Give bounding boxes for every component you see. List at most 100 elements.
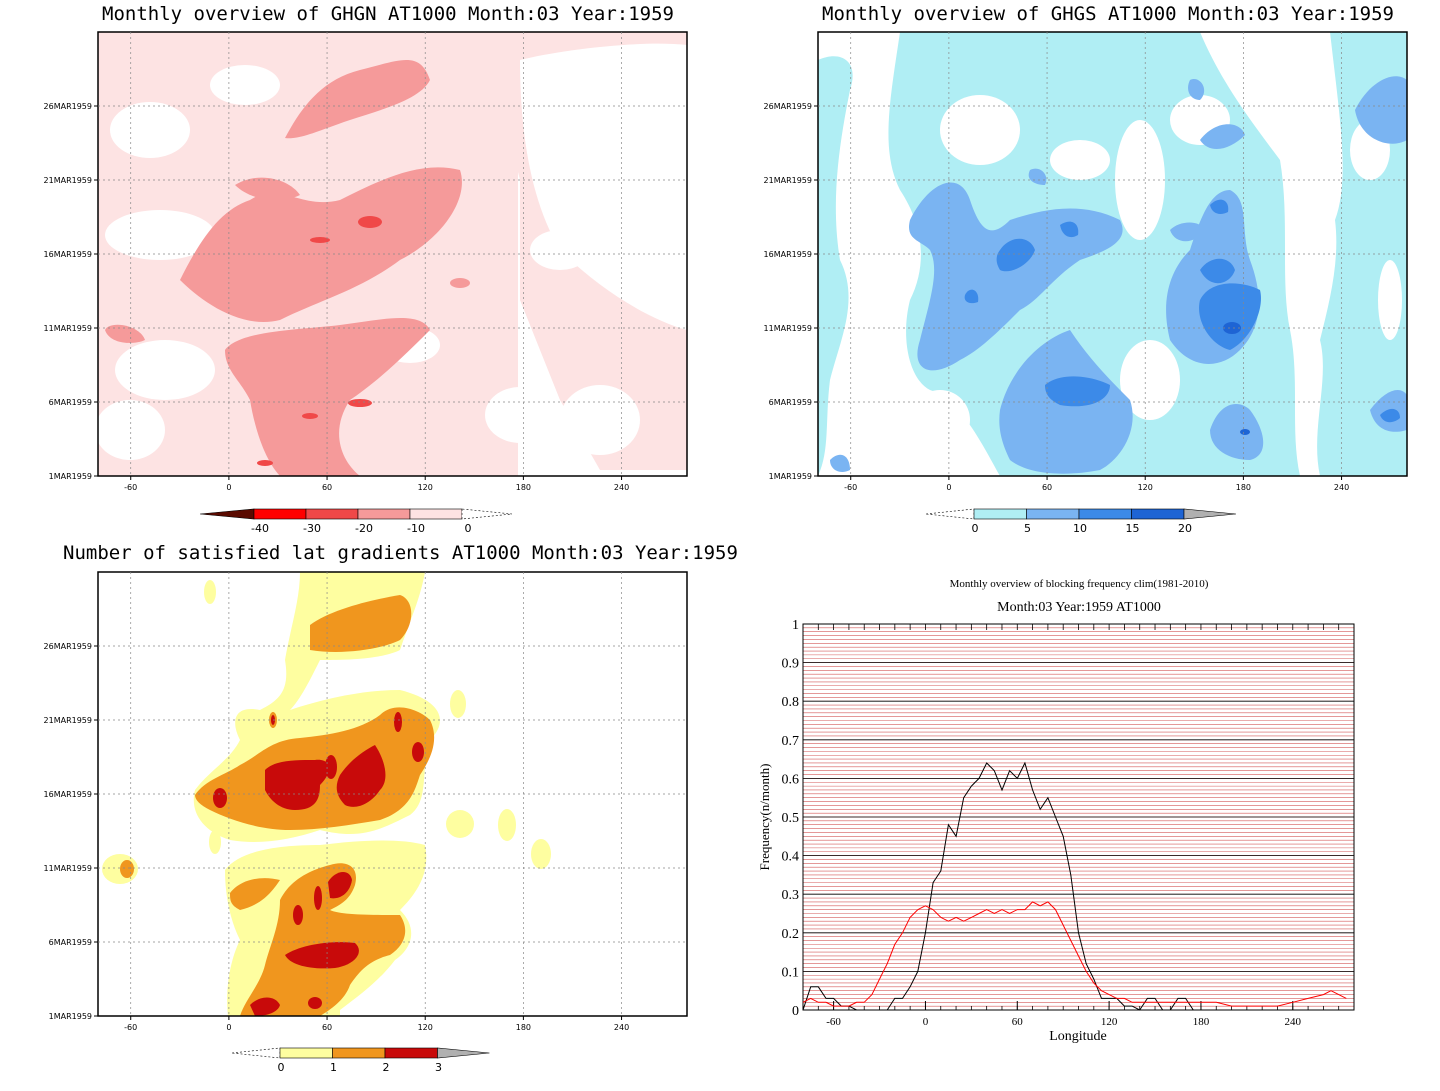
chart-title: Monthly overview of blocking frequency c… <box>950 578 1209 590</box>
ghgs-colorbar-right-cap <box>1183 508 1237 520</box>
ghgs-colorbar-segment <box>1078 508 1132 520</box>
ghgs-x-tick-label: -60 <box>844 483 857 492</box>
chart-x-axis-label: Longitude <box>1049 1029 1107 1044</box>
chart-y-tick-labels: 0 0.1 0.2 0.3 0.4 0.5 0.6 0.7 0.8 0.9 1 <box>782 618 800 1019</box>
chart-y-tick-label: 0.2 <box>782 927 800 942</box>
lat_gradients-x-tick-label: 0 <box>226 1023 231 1032</box>
ghgs-colorbar-label: 0 <box>972 522 979 535</box>
ghgn-colorbar-label: -30 <box>303 522 321 535</box>
ghgs-y-tick-label: 1MAR1959 <box>769 472 812 481</box>
ghgs-grid <box>818 32 1407 476</box>
chart-y-tick-label: 0.4 <box>782 850 800 865</box>
ghgn-colorbar-right-cap <box>461 508 513 520</box>
ghgs-colorbar-segment <box>1026 508 1080 520</box>
ghgs-colorbar-label: 10 <box>1073 522 1087 535</box>
lat_gradients-x-tick-label: -60 <box>124 1023 137 1032</box>
chart-x-tick-label: 120 <box>1101 1016 1118 1028</box>
lat_gradients-x-tick-label: 60 <box>322 1023 332 1032</box>
ghgn-colorbar-label: -20 <box>355 522 373 535</box>
ghgn-colorbar-segment <box>357 508 411 520</box>
ghgs-map: -60 0 60 120 180 240 1MAR1959 6MAR1959 11MAR1959… <box>764 31 1408 535</box>
ghgs-y-tick-label: 26MAR1959 <box>764 102 812 111</box>
ghgn-colorbar: -40 -30 -20 -10 0 <box>199 508 513 535</box>
ghgn-x-tick-label: 0 <box>226 483 231 492</box>
chart-y-tick-label: 0.8 <box>782 695 800 710</box>
ghgn-axis-ticks: -60 0 60 120 180 240 1MAR1959 6MAR1959 11MAR1959… <box>44 102 630 492</box>
ghgn-colorbar-label: 0 <box>465 522 472 535</box>
lat_gradients-colorbar-segment <box>332 1047 386 1059</box>
ghgs-y-tick-label: 6MAR1959 <box>769 398 812 407</box>
chart-x-tick-label: 60 <box>1012 1016 1024 1028</box>
ghgn-colorbar-label: -40 <box>251 522 269 535</box>
chart-x-tick-label: 180 <box>1193 1016 1210 1028</box>
ghgs-x-tick-label: 240 <box>1334 483 1349 492</box>
chart-x-tick-label: 0 <box>923 1016 929 1028</box>
ghgs-x-tick-label: 60 <box>1042 483 1052 492</box>
ghgn-colorbar-segment <box>409 508 463 520</box>
lat_gradients-y-tick-label: 16MAR1959 <box>44 790 92 799</box>
ghgn-map: -60 0 60 120 180 240 1MAR1959 6MAR1959 11MAR1959… <box>44 31 688 535</box>
ghgs-x-tick-label: 180 <box>1236 483 1251 492</box>
ghgn-grid <box>98 32 687 476</box>
ghgs-y-tick-label: 16MAR1959 <box>764 250 812 259</box>
ghgn-x-tick-label: 240 <box>614 483 629 492</box>
ghgs-colorbar-label: 20 <box>1178 522 1192 535</box>
chart-y-tick-label: 0 <box>792 1004 799 1019</box>
chart-y-tick-label: 0.6 <box>782 772 800 787</box>
ghgn-y-tick-label: 6MAR1959 <box>49 398 92 407</box>
ghgn-x-tick-label: 60 <box>322 483 332 492</box>
chart-y-tick-label: 0.1 <box>782 965 800 980</box>
lat_gradients-x-tick-label: 180 <box>516 1023 531 1032</box>
lat_gradients-colorbar-label: 2 <box>383 1061 390 1074</box>
lat-gradients-map: -60 0 60 120 180 240 1MAR1959 6MAR1959 11MAR1959… <box>44 571 688 1074</box>
lat_gradients-x-tick-label: 120 <box>418 1023 433 1032</box>
ghgn-panel-title: Monthly overview of GHGN AT1000 Month:03… <box>102 3 674 25</box>
ghgs-axis-ticks: -60 0 60 120 180 240 1MAR1959 6MAR1959 11MAR1959… <box>764 102 1350 492</box>
ghgs-colorbar: 0 5 10 15 20 <box>925 508 1237 535</box>
ghgs-y-tick-label: 21MAR1959 <box>764 176 812 185</box>
lat_gradients-colorbar-left-cap <box>231 1047 281 1059</box>
lat_gradients-y-tick-label: 26MAR1959 <box>44 642 92 651</box>
chart-y-tick-label: 0.9 <box>782 657 800 672</box>
ghgn-colorbar-label: -10 <box>407 522 425 535</box>
chart-y-axis-label: Frequency(n/month) <box>757 764 772 871</box>
ghgs-colorbar-left-cap <box>925 508 975 520</box>
ghgs-colorbar-segment <box>1131 508 1185 520</box>
lat_gradients-colorbar-label: 3 <box>435 1061 442 1074</box>
chart-y-tick-label: 0.3 <box>782 888 800 903</box>
lat_gradients-colorbar-segment <box>279 1047 333 1059</box>
lat-gradients-grid <box>98 572 687 1016</box>
lat-gradients-panel-title: Number of satisfied lat gradients AT1000… <box>63 542 738 564</box>
ghgn-colorbar-left-cap <box>199 508 255 520</box>
chart-series-line-1 <box>802 761 1347 1011</box>
chart-y-tick-label: 0.5 <box>782 811 800 826</box>
ghgn-y-tick-label: 11MAR1959 <box>44 324 92 333</box>
lat_gradients-y-tick-label: 21MAR1959 <box>44 716 92 725</box>
lat_gradients-x-tick-label: 240 <box>614 1023 629 1032</box>
lat_gradients-y-tick-label: 11MAR1959 <box>44 864 92 873</box>
ghgs-colorbar-label: 5 <box>1024 522 1031 535</box>
chart-y-tick-label: 0.7 <box>782 734 800 749</box>
lat-gradients-colorbar: 0 1 2 3 <box>231 1047 490 1074</box>
chart-series-line-2 <box>802 901 1347 1007</box>
chart-subtitle: Month:03 Year:1959 AT1000 <box>997 600 1161 615</box>
chart-y-tick-label: 1 <box>792 618 799 633</box>
ghgn-y-tick-label: 26MAR1959 <box>44 102 92 111</box>
ghgn-colorbar-segment <box>253 508 307 520</box>
lat_gradients-y-tick-label: 6MAR1959 <box>49 938 92 947</box>
ghgn-y-tick-label: 1MAR1959 <box>49 472 92 481</box>
ghgn-colorbar-segment <box>305 508 359 520</box>
chart-series-group <box>802 761 1347 1011</box>
ghgn-y-tick-label: 21MAR1959 <box>44 176 92 185</box>
ghgs-colorbar-segment <box>973 508 1027 520</box>
ghgn-x-tick-label: 180 <box>516 483 531 492</box>
lat_gradients-colorbar-label: 1 <box>330 1061 337 1074</box>
ghgn-x-tick-label: 120 <box>418 483 433 492</box>
chart-plot-frame <box>802 623 1355 1011</box>
ghgs-y-tick-label: 11MAR1959 <box>764 324 812 333</box>
ghgn-y-tick-label: 16MAR1959 <box>44 250 92 259</box>
ghgs-colorbar-label: 15 <box>1126 522 1140 535</box>
lat_gradients-colorbar-right-cap <box>437 1047 490 1059</box>
lat_gradients-y-tick-label: 1MAR1959 <box>49 1012 92 1021</box>
